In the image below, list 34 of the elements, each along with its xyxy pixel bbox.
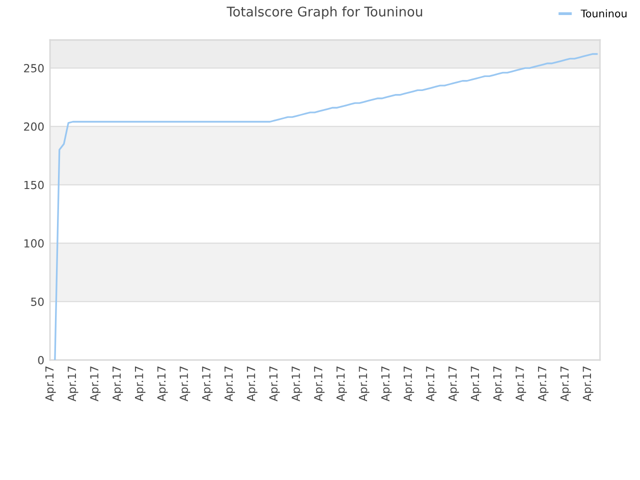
x-tick-label: Apr.17 bbox=[493, 366, 504, 402]
x-tick-label: Apr.17 bbox=[426, 366, 437, 402]
x-tick-label: Apr.17 bbox=[269, 366, 280, 402]
x-tick-label: Apr.17 bbox=[246, 366, 258, 402]
x-tick-label: Apr.17 bbox=[582, 366, 594, 402]
x-tick-label: Apr.17 bbox=[202, 366, 213, 402]
x-tick-label: Apr.17 bbox=[112, 366, 124, 402]
x-tick-label: Apr.17 bbox=[448, 366, 459, 402]
x-tick-label: Apr.17 bbox=[358, 366, 370, 402]
y-tick-label: 100 bbox=[24, 239, 44, 248]
y-tick-label: 150 bbox=[24, 180, 44, 190]
x-tick-label: Apr.17 bbox=[134, 366, 146, 402]
x-tick-label: Apr.17 bbox=[516, 366, 526, 402]
x-tick-label: Apr.17 bbox=[470, 366, 482, 402]
y-tick-label: 250 bbox=[24, 64, 44, 72]
legend-label: Touninou bbox=[580, 9, 626, 18]
x-tick-label: Apr.17 bbox=[292, 366, 302, 402]
chart-title: Totalscore Graph for Touninou bbox=[226, 6, 422, 20]
x-tick-label: Apr.17 bbox=[90, 366, 101, 402]
x-tick-label: Apr.17 bbox=[314, 366, 325, 402]
x-tick-label: Apr.17 bbox=[224, 366, 235, 402]
y-tick-label: 0 bbox=[38, 356, 44, 364]
x-tick-label: Apr.17 bbox=[68, 366, 78, 402]
x-tick-label: Apr.17 bbox=[404, 366, 414, 402]
x-tick-label: Apr.17 bbox=[381, 366, 392, 402]
x-tick-label: Apr.17 bbox=[560, 366, 571, 402]
x-tick-label: Apr.17 bbox=[45, 366, 56, 402]
y-tick-label: 50 bbox=[31, 298, 44, 306]
x-tick-label: Apr.17 bbox=[336, 366, 347, 402]
y-tick-label: 200 bbox=[24, 122, 44, 131]
x-tick-label: Apr.17 bbox=[180, 366, 190, 402]
x-tick-label: Apr.17 bbox=[538, 366, 548, 402]
line-series bbox=[54, 53, 598, 360]
x-tick-label: Apr.17 bbox=[157, 366, 168, 402]
